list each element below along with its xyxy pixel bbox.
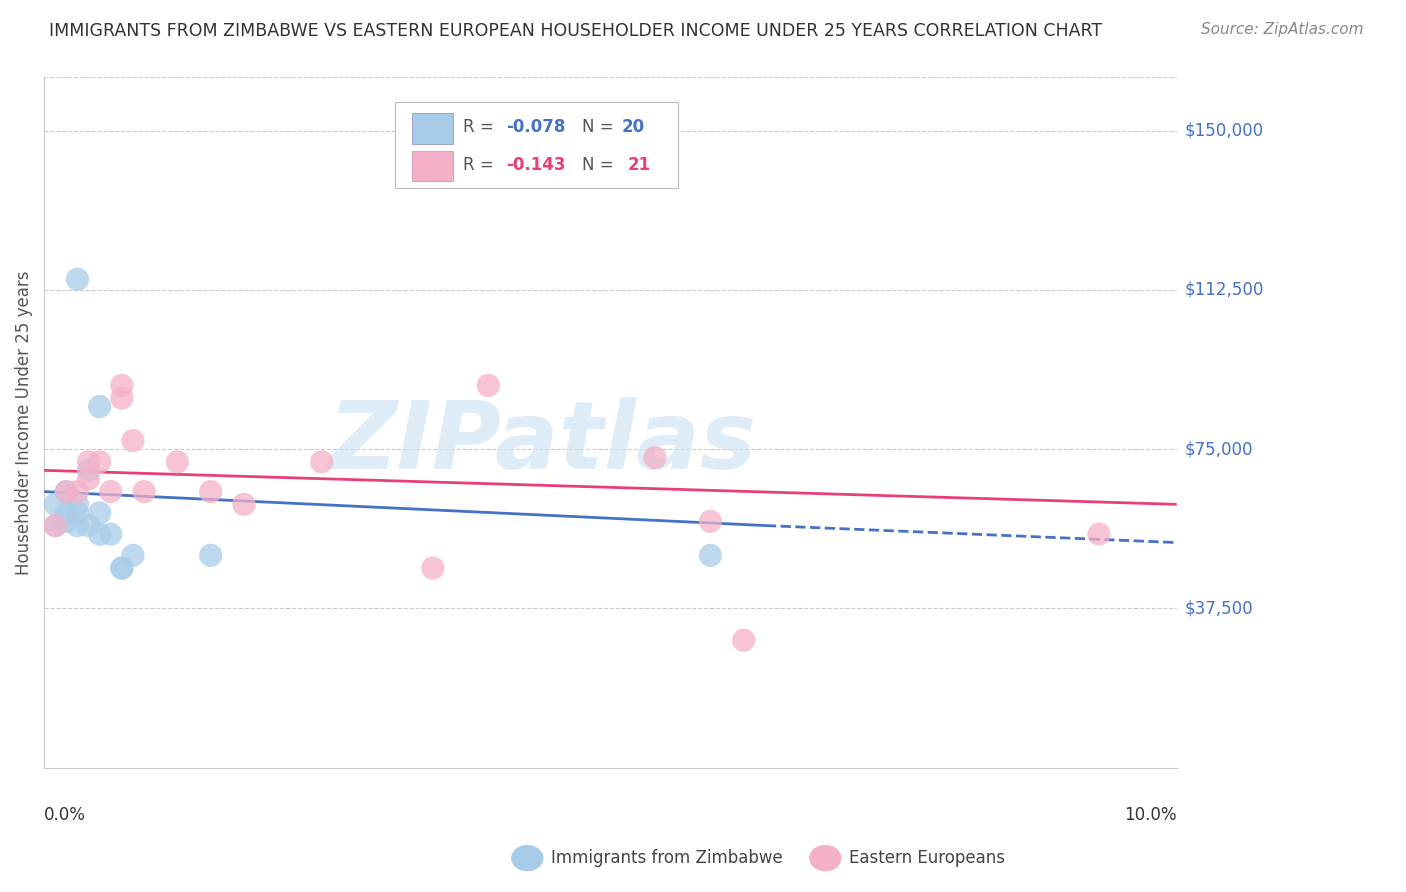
Text: Immigrants from Zimbabwe: Immigrants from Zimbabwe bbox=[551, 849, 783, 867]
Text: IMMIGRANTS FROM ZIMBABWE VS EASTERN EUROPEAN HOUSEHOLDER INCOME UNDER 25 YEARS C: IMMIGRANTS FROM ZIMBABWE VS EASTERN EURO… bbox=[49, 22, 1102, 40]
Text: 10.0%: 10.0% bbox=[1125, 805, 1177, 823]
Point bbox=[111, 561, 134, 575]
Point bbox=[644, 450, 666, 465]
FancyBboxPatch shape bbox=[395, 102, 678, 188]
Text: 21: 21 bbox=[627, 155, 651, 174]
Point bbox=[1088, 527, 1111, 541]
Point bbox=[699, 549, 721, 563]
Point bbox=[66, 484, 89, 499]
Point bbox=[122, 434, 145, 448]
Point bbox=[100, 484, 122, 499]
Point bbox=[55, 514, 77, 528]
Text: -0.078: -0.078 bbox=[506, 119, 565, 136]
Text: ZIPatlas: ZIPatlas bbox=[329, 397, 756, 490]
Point bbox=[66, 506, 89, 520]
Point bbox=[44, 518, 66, 533]
Point bbox=[66, 497, 89, 511]
Point bbox=[311, 455, 333, 469]
Point bbox=[89, 506, 111, 520]
Point bbox=[122, 549, 145, 563]
Text: 20: 20 bbox=[621, 119, 645, 136]
Text: Source: ZipAtlas.com: Source: ZipAtlas.com bbox=[1201, 22, 1364, 37]
Point bbox=[77, 463, 100, 477]
Text: $112,500: $112,500 bbox=[1185, 281, 1264, 299]
Point bbox=[111, 378, 134, 392]
Point bbox=[111, 561, 134, 575]
Text: $75,000: $75,000 bbox=[1185, 440, 1254, 458]
Point bbox=[89, 400, 111, 414]
Point bbox=[77, 472, 100, 486]
Text: R =: R = bbox=[463, 119, 499, 136]
Point bbox=[55, 484, 77, 499]
Point bbox=[422, 561, 444, 575]
Point bbox=[89, 527, 111, 541]
Point bbox=[66, 518, 89, 533]
Point bbox=[132, 484, 155, 499]
Text: -0.143: -0.143 bbox=[506, 155, 565, 174]
Point bbox=[44, 497, 66, 511]
Text: N =: N = bbox=[582, 155, 619, 174]
Y-axis label: Householder Income Under 25 years: Householder Income Under 25 years bbox=[15, 270, 32, 574]
Point bbox=[77, 518, 100, 533]
Point bbox=[166, 455, 188, 469]
Point bbox=[111, 391, 134, 405]
Text: R =: R = bbox=[463, 155, 499, 174]
Point bbox=[100, 527, 122, 541]
Point bbox=[55, 506, 77, 520]
FancyBboxPatch shape bbox=[412, 151, 453, 181]
Point bbox=[55, 484, 77, 499]
Point bbox=[477, 378, 499, 392]
Point bbox=[699, 514, 721, 528]
Text: $37,500: $37,500 bbox=[1185, 599, 1254, 617]
Point bbox=[200, 484, 222, 499]
Point bbox=[89, 455, 111, 469]
Text: N =: N = bbox=[582, 119, 619, 136]
Point bbox=[66, 272, 89, 286]
Text: $150,000: $150,000 bbox=[1185, 121, 1264, 139]
Point bbox=[77, 455, 100, 469]
Point bbox=[233, 497, 256, 511]
Text: Eastern Europeans: Eastern Europeans bbox=[849, 849, 1005, 867]
FancyBboxPatch shape bbox=[412, 113, 453, 144]
Point bbox=[733, 633, 755, 648]
Text: 0.0%: 0.0% bbox=[44, 805, 86, 823]
Point bbox=[44, 518, 66, 533]
Point bbox=[200, 549, 222, 563]
